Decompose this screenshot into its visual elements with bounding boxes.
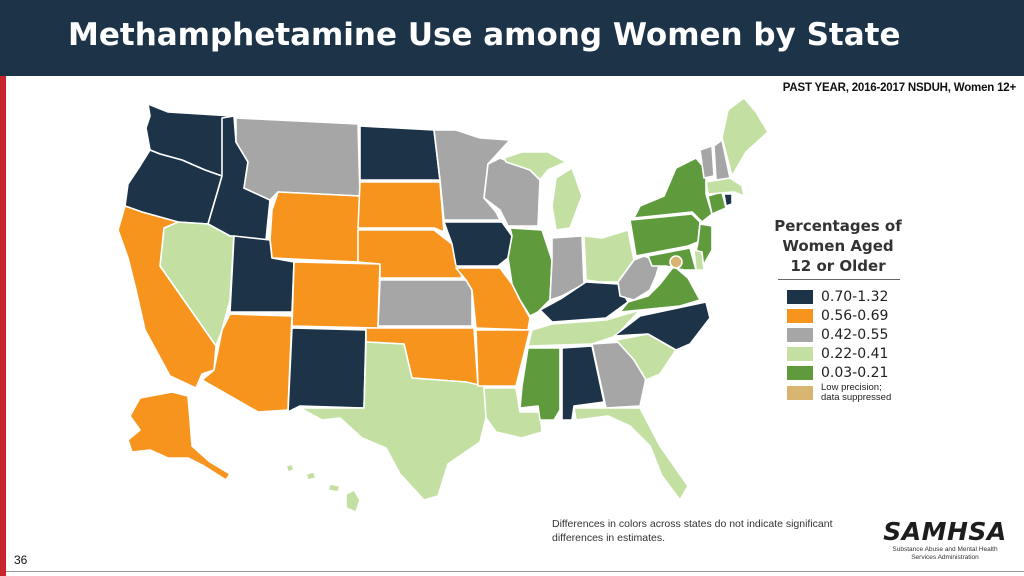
bottom-divider xyxy=(6,571,1024,572)
state-va[interactable] xyxy=(619,265,701,313)
legend-item-green: 0.03-0.21 xyxy=(787,364,888,381)
legend-item-gray: 0.42-0.55 xyxy=(787,326,888,343)
state-me[interactable] xyxy=(721,97,769,177)
state-ct[interactable] xyxy=(707,191,727,215)
state-hi-maui[interactable] xyxy=(327,483,341,493)
state-ri[interactable] xyxy=(723,193,733,207)
state-in[interactable] xyxy=(549,235,585,301)
map-subtitle: PAST YEAR, 2016-2017 NSDUH, Women 12+ xyxy=(782,82,1016,94)
legend-swatch xyxy=(787,327,813,342)
legend-label: 0.56-0.69 xyxy=(821,307,889,324)
legend-label: Low precision; data suppressed xyxy=(821,381,892,403)
state-mt[interactable] xyxy=(235,117,361,201)
state-il[interactable] xyxy=(507,227,553,317)
legend-item-orange: 0.56-0.69 xyxy=(787,307,888,324)
legend-swatch xyxy=(787,308,813,323)
state-tx[interactable] xyxy=(299,341,487,501)
legend-swatch xyxy=(787,346,813,361)
state-nm[interactable] xyxy=(287,327,367,413)
legend-swatch xyxy=(787,365,813,380)
state-wy[interactable] xyxy=(269,191,361,263)
state-ma[interactable] xyxy=(705,177,745,197)
state-hi-oahu[interactable] xyxy=(305,471,317,481)
page-title: Methamphetamine Use among Women by State xyxy=(68,17,901,53)
legend-label: 0.42-0.55 xyxy=(821,326,889,343)
title-bar: Methamphetamine Use among Women by State xyxy=(0,0,1024,76)
state-ks[interactable] xyxy=(377,279,473,327)
state-co[interactable] xyxy=(291,261,381,329)
state-dc[interactable] xyxy=(669,255,683,269)
legend-item-dark: 0.70-1.32 xyxy=(787,288,888,305)
state-de[interactable] xyxy=(693,249,705,271)
state-ms[interactable] xyxy=(519,347,561,421)
samhsa-logo: SAMHSA Substance Abuse and Mental Health… xyxy=(880,518,1010,562)
legend-label: 0.22-0.41 xyxy=(821,345,889,362)
state-ny[interactable] xyxy=(633,157,713,223)
legend-item-suppressed: Low precision; data suppressed xyxy=(787,381,892,403)
state-vt[interactable] xyxy=(699,145,715,179)
state-ak[interactable] xyxy=(127,391,231,481)
legend-label: 0.70-1.32 xyxy=(821,288,889,305)
legend-divider xyxy=(778,279,900,280)
logo-tagline: Substance Abuse and Mental Health Servic… xyxy=(892,546,998,561)
state-wv[interactable] xyxy=(617,255,661,301)
state-mi-lower[interactable] xyxy=(551,167,583,231)
logo-wordmark: SAMHSA xyxy=(883,517,1007,546)
state-fl[interactable] xyxy=(573,407,689,501)
state-la[interactable] xyxy=(483,387,543,439)
state-ca[interactable] xyxy=(117,205,217,389)
legend-title: Percentages of Women Aged 12 or Older xyxy=(774,217,902,275)
state-ne[interactable] xyxy=(357,229,463,279)
state-ia[interactable] xyxy=(443,221,513,267)
legend-label: 0.03-0.21 xyxy=(821,364,889,381)
state-hi-kauai[interactable] xyxy=(285,463,295,473)
slide-number: 36 xyxy=(14,553,28,567)
legend-swatch xyxy=(787,385,813,400)
legend-swatch xyxy=(787,289,813,304)
state-ar[interactable] xyxy=(475,329,531,387)
state-hi[interactable] xyxy=(345,489,361,513)
state-tn[interactable] xyxy=(527,309,641,347)
legend-item-light: 0.22-0.41 xyxy=(787,345,888,362)
state-mi[interactable] xyxy=(503,151,567,181)
state-nc[interactable] xyxy=(613,301,711,351)
footnote: Differences in colors across states do n… xyxy=(552,518,833,544)
accent-bar xyxy=(0,0,6,576)
state-sd[interactable] xyxy=(357,181,445,233)
state-nh[interactable] xyxy=(713,139,731,181)
state-nd[interactable] xyxy=(359,125,441,181)
